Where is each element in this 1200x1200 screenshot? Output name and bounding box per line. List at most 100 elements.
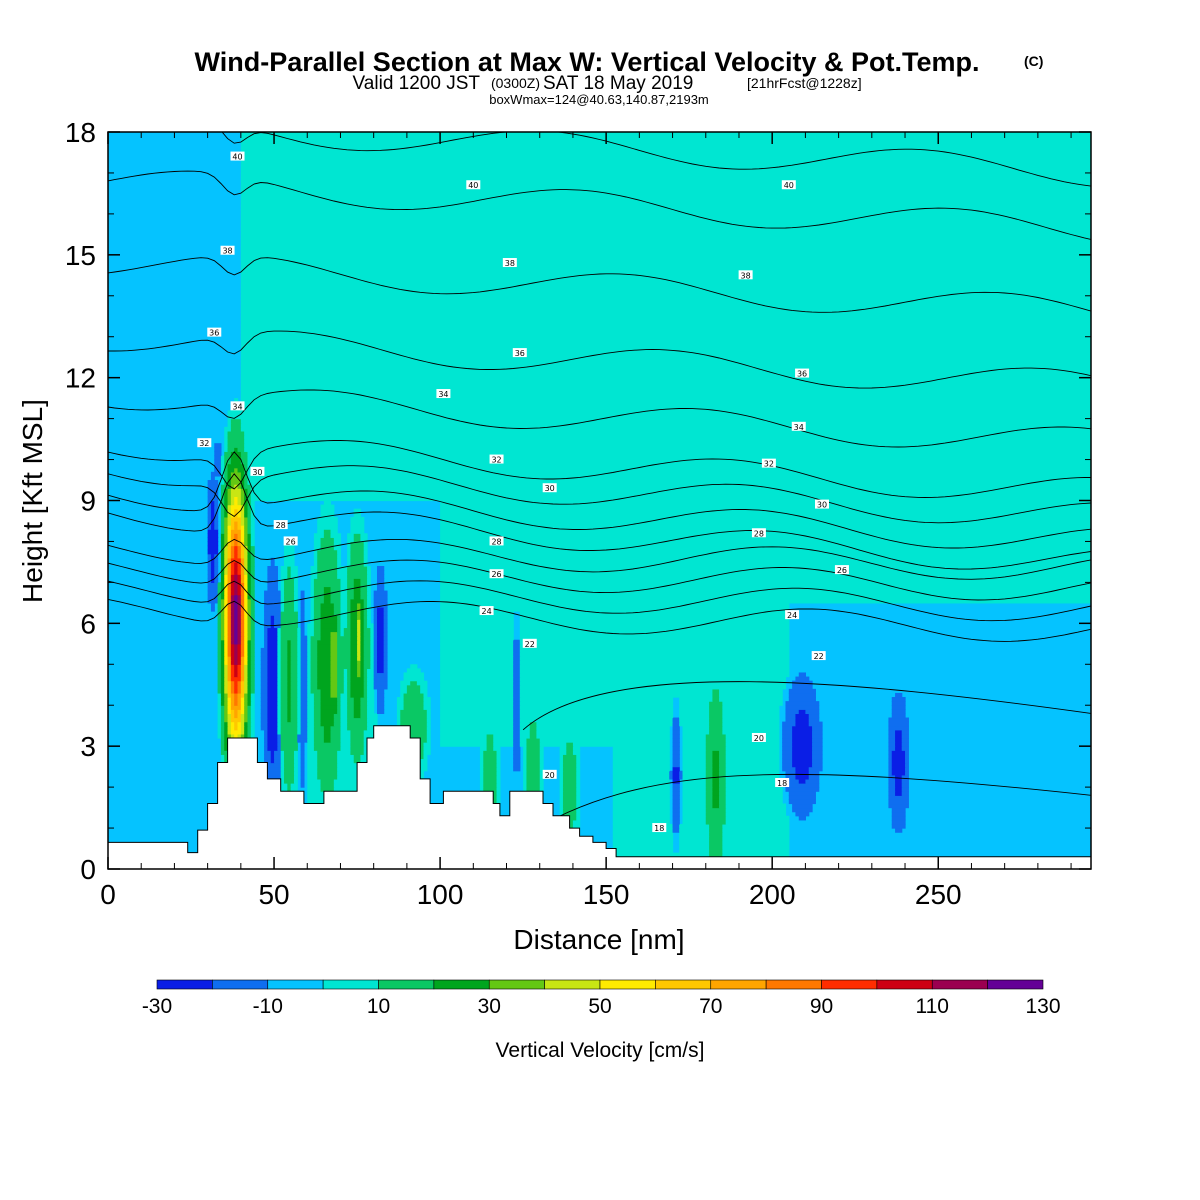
y-axis-label: Height [Kft MSL] — [17, 399, 48, 603]
velocity-cell — [888, 803, 909, 809]
velocity-cell — [240, 480, 245, 485]
velocity-cell — [337, 574, 348, 579]
velocity-cell — [612, 815, 670, 821]
velocity-cell — [705, 742, 727, 747]
velocity-cell — [270, 619, 275, 624]
theta-contour — [108, 559, 1091, 601]
velocity-cell — [313, 627, 322, 633]
velocity-cell — [240, 668, 245, 674]
velocity-cell — [350, 611, 358, 616]
velocity-cell — [227, 561, 232, 567]
velocity-cell — [396, 697, 405, 702]
velocity-cell — [287, 660, 292, 665]
velocity-cell — [290, 660, 298, 665]
velocity-cell — [234, 537, 239, 543]
velocity-cell — [798, 709, 806, 715]
velocity-cell — [230, 676, 242, 682]
velocity-cell — [891, 766, 906, 772]
velocity-cell — [250, 578, 255, 583]
velocity-cell — [240, 189, 1091, 195]
velocity-cell — [227, 492, 232, 498]
velocity-cell — [264, 643, 269, 649]
velocity-cell — [709, 729, 723, 735]
velocity-cell — [227, 590, 232, 596]
velocity-cell — [290, 664, 298, 669]
velocity-cell — [230, 705, 242, 710]
velocity-cell — [227, 635, 232, 641]
velocity-cell — [224, 688, 229, 694]
velocity-cell — [350, 647, 358, 653]
velocity-cell — [313, 553, 318, 559]
velocity-cell — [280, 688, 288, 694]
colorbar-swatch — [765, 979, 822, 990]
velocity-cell — [330, 688, 338, 694]
velocity-cell — [357, 611, 361, 616]
velocity-cell — [891, 811, 906, 817]
velocity-cell — [280, 643, 288, 649]
velocity-cell — [313, 701, 322, 706]
velocity-cell — [363, 664, 371, 669]
velocity-cell — [247, 516, 252, 522]
velocity-cell — [323, 500, 332, 506]
velocity-cell — [214, 500, 219, 506]
velocity-cell — [297, 672, 302, 678]
velocity-cell — [277, 733, 282, 739]
velocity-cell — [307, 725, 315, 731]
velocity-cell — [240, 172, 1091, 178]
velocity-cell — [370, 651, 375, 657]
velocity-cell — [376, 606, 385, 612]
velocity-cell — [479, 750, 484, 755]
velocity-cell — [539, 787, 544, 792]
velocity-cell — [224, 586, 229, 592]
velocity-cell — [350, 520, 365, 526]
velocity-cell — [227, 647, 232, 653]
velocity-cell — [284, 606, 295, 612]
velocity-cell — [440, 680, 514, 686]
velocity-cell — [722, 721, 780, 727]
velocity-cell — [722, 725, 780, 731]
velocity-cell — [709, 721, 723, 727]
velocity-cell — [234, 602, 239, 608]
velocity-cell — [307, 791, 325, 796]
velocity-cell — [264, 754, 272, 760]
velocity-cell — [612, 819, 670, 825]
velocity-cell — [712, 799, 720, 805]
box-wmax-info: boxWmax=124@40.63,140.87,2193m — [489, 92, 709, 107]
velocity-cell — [682, 807, 707, 813]
velocity-cell — [224, 566, 229, 571]
velocity-cell — [672, 807, 680, 813]
theta-contour-label: 36 — [512, 348, 527, 358]
velocity-cell — [486, 737, 494, 743]
velocity-cell — [440, 721, 514, 727]
velocity-cell — [725, 754, 780, 760]
velocity-cell — [220, 627, 225, 633]
x-tick-label: 150 — [583, 879, 630, 910]
velocity-cell — [280, 570, 288, 575]
velocity-cell — [250, 627, 255, 633]
velocity-cell — [230, 549, 235, 555]
velocity-cell — [376, 627, 385, 633]
velocity-cell — [284, 758, 295, 764]
velocity-cell — [722, 705, 780, 710]
velocity-cell — [300, 774, 305, 780]
velocity-cell — [284, 774, 295, 780]
x-tick-label: 0 — [100, 879, 116, 910]
velocity-cell — [529, 725, 538, 731]
velocity-cell — [220, 623, 225, 629]
velocity-cell — [337, 566, 348, 571]
velocity-cell — [217, 664, 222, 669]
velocity-cell — [244, 594, 249, 600]
velocity-cell — [244, 676, 249, 682]
velocity-cell — [337, 664, 352, 669]
velocity-cell — [795, 774, 810, 780]
velocity-cell — [240, 635, 245, 641]
velocity-cell — [712, 762, 720, 768]
velocity-cell — [712, 778, 720, 784]
velocity-cell — [290, 639, 298, 645]
velocity-cell — [230, 520, 235, 526]
velocity-cell — [300, 680, 308, 686]
velocity-cell — [230, 643, 235, 649]
velocity-cell — [300, 606, 305, 612]
velocity-cell — [367, 570, 371, 575]
velocity-cell — [719, 762, 727, 768]
